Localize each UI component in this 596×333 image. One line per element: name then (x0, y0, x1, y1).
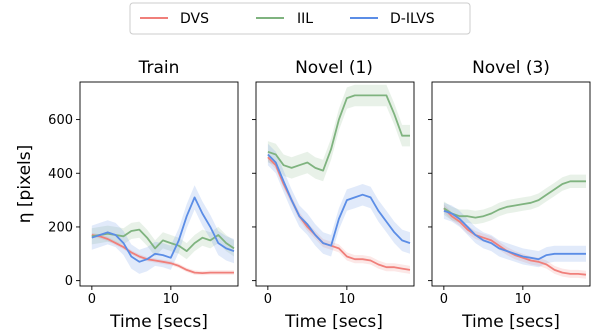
panel-title-novel-3: Novel (3) (472, 58, 550, 78)
legend-label-dvs: DVS (180, 11, 209, 27)
legend-frame (129, 2, 471, 35)
series-line-dilvs (267, 153, 411, 247)
band-iil (443, 174, 586, 225)
x-tick-label: 10 (163, 292, 180, 307)
panel-novel-3: Novel (3) Time [secs] (431, 58, 591, 332)
y-tick-label: 200 (48, 220, 73, 235)
band-dvs (267, 153, 410, 274)
y-tick-label: 0 (65, 274, 73, 289)
series-line-dvs (91, 234, 234, 275)
axes-frame-novel-3 (431, 81, 591, 287)
panel-title-train: Train (138, 58, 180, 78)
x-tick-label: 0 (440, 292, 448, 307)
x-axis-label-novel-3: Time [secs] (461, 312, 560, 332)
panel-novel-1: Novel (1) Time [secs] (255, 58, 415, 332)
panel-title-novel-1: Novel (1) (295, 58, 373, 78)
band-dvs (91, 232, 234, 276)
axes-frame-novel-1 (255, 81, 415, 287)
x-tick-label: 10 (339, 292, 356, 307)
plot-area-train (91, 185, 235, 276)
x-axis-label-novel-1: Time [secs] (284, 312, 383, 332)
x-tick-label: 0 (264, 292, 272, 307)
series-line-iil (443, 180, 586, 219)
band-iil (267, 84, 410, 182)
legend-label-iil: IIL (297, 11, 313, 27)
y-axis-label: η [pixels] (15, 145, 35, 224)
band-dvs (443, 204, 586, 279)
legend-label-dilvs: D-ILVS (390, 11, 435, 27)
series-line-iil (267, 94, 410, 172)
plot-area-novel-3 (443, 174, 587, 279)
series-line-dilvs (91, 196, 235, 263)
series-line-dvs (443, 207, 587, 276)
x-axis-label-train: Time [secs] (109, 312, 208, 332)
band-dilvs (91, 185, 234, 274)
y-tick-label: 600 (48, 113, 73, 128)
x-tick-label: 0 (88, 292, 96, 307)
band-dilvs (267, 143, 410, 257)
axes-frame-train (79, 81, 239, 287)
band-dilvs (443, 202, 586, 268)
plot-area-novel-1 (267, 84, 411, 274)
series-line-dilvs (443, 209, 586, 261)
y-tick-label: 400 (48, 167, 73, 182)
panel-train: Train Time [secs] (79, 58, 239, 332)
legend: DVS IIL D-ILVS (129, 2, 471, 35)
x-tick-label: 10 (515, 292, 532, 307)
